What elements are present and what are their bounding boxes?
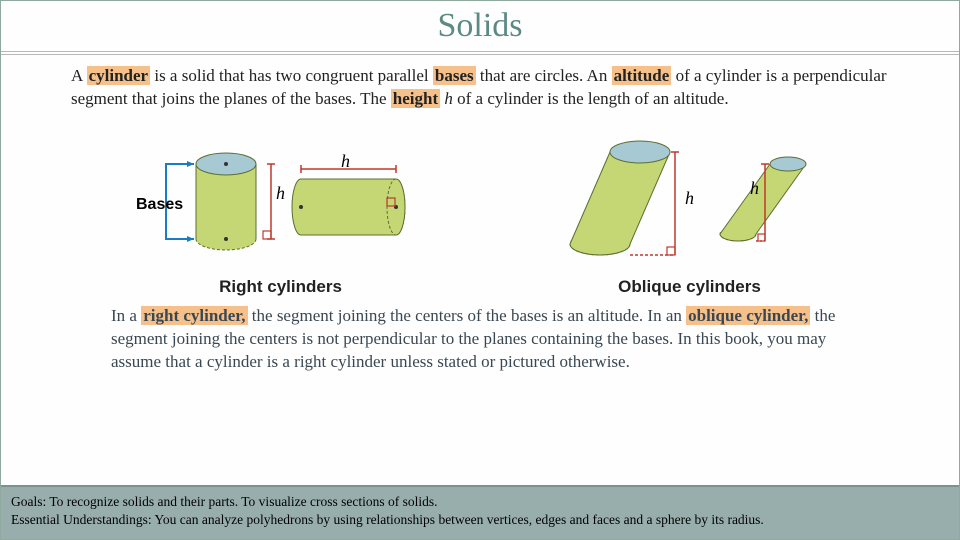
oblique-cylinders-group: h h Obliqu	[545, 129, 835, 297]
footer-eu: Essential Understandings: You can analyz…	[11, 511, 949, 529]
oblique-cylinders-svg: h h	[545, 129, 835, 269]
svg-text:h: h	[750, 178, 759, 198]
paragraph-1: A cylinder is a solid that has two congr…	[71, 65, 889, 111]
highlight-altitude: altitude	[612, 66, 672, 85]
highlight-cylinder: cylinder	[87, 66, 151, 85]
highlight-bases: bases	[433, 66, 476, 85]
right-cylinders-group: Bases	[126, 139, 436, 297]
svg-text:h: h	[276, 183, 285, 203]
slide-title: Solids	[1, 7, 959, 45]
paragraph-2: In a right cylinder, the segment joining…	[71, 305, 889, 374]
svg-text:h: h	[341, 151, 350, 171]
content-area: A cylinder is a solid that has two congr…	[1, 57, 959, 374]
highlight-right-cylinder: right cylinder,	[141, 306, 247, 325]
bases-label-svg: Bases	[136, 196, 183, 213]
h-variable: h	[444, 89, 453, 108]
text: In a	[111, 306, 141, 325]
figure-row: Bases	[71, 129, 889, 297]
slide-container: Solids A cylinder is a solid that has tw…	[0, 0, 960, 540]
highlight-oblique-cylinder: oblique cylinder,	[686, 306, 810, 325]
text: A	[71, 66, 87, 85]
divider-top	[1, 51, 959, 52]
text: that are circles. An	[476, 66, 612, 85]
text: the segment joining the centers of the b…	[248, 306, 687, 325]
divider-top2	[1, 54, 959, 55]
footer-bar: Goals: To recognize solids and their par…	[1, 485, 959, 539]
right-cylinders-label: Right cylinders	[126, 277, 436, 297]
text: of a cylinder is the length of an altitu…	[453, 89, 729, 108]
highlight-height: height	[391, 89, 440, 108]
right-cylinders-svg: Bases	[126, 139, 436, 269]
footer-goals: Goals: To recognize solids and their par…	[11, 493, 949, 511]
oblique-cylinders-label: Oblique cylinders	[545, 277, 835, 297]
svg-text:h: h	[685, 188, 694, 208]
text: is a solid that has two congruent parall…	[150, 66, 433, 85]
title-bar: Solids	[1, 1, 959, 49]
